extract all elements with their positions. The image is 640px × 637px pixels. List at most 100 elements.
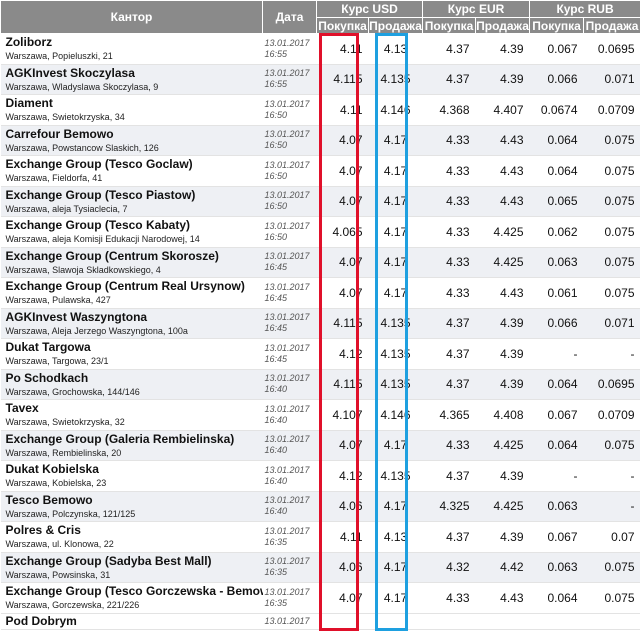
date-value: 13.01.2017 [264,37,310,48]
kantor-name[interactable]: Tavex [5,401,39,416]
table-row[interactable]: Exchange Group (Tesco Piastow) Warszawa, … [0,186,640,217]
kantor-cell: Diament Warszawa, Swietokrzyska, 34 [0,94,263,126]
table-row-partial[interactable]: Pod Dobrym 13.01.2017 [0,613,640,630]
kantor-name[interactable]: Exchange Group (Sadyba Best Mall) [5,553,212,568]
time-value: 16:45 [264,292,288,303]
date-cell: 13.01.2017 16:45 [262,247,317,278]
rub-sell-cell: 0.0709 [583,94,640,126]
kantor-name[interactable]: Pod Dobrym [5,613,77,628]
kantor-name[interactable]: Carrefour Bemowo [5,126,114,141]
kantor-cell: Exchange Group (Galeria Rembielinska) War… [0,430,263,461]
table-row[interactable]: Exchange Group (Tesco Gorczewska - Bemow… [0,582,640,614]
time-value: 16:55 [264,48,288,59]
date-value: 13.01.2017 [264,615,310,626]
kantor-address: Warszawa, Grochowska, 144/146 [5,386,140,397]
kantor-name[interactable]: Exchange Group (Galeria Rembielinska) [5,431,235,446]
kantor-address: Warszawa, Wladyslawa Skoczylasa, 9 [5,81,159,92]
rub-buy-cell: 0.066 [529,64,584,95]
table-row[interactable]: Exchange Group (Centrum Skorosze) Warszaw… [0,247,640,278]
date-value: 13.01.2017 [264,281,310,292]
col-header-kantor[interactable]: Кантор [0,0,263,34]
kantor-address: Warszawa, Popieluszki, 21 [5,51,113,62]
usd-sell-cell: 4.17 [368,247,423,278]
table-row[interactable]: Exchange Group (Sadyba Best Mall) Warszaw… [0,552,640,583]
kantor-address: Warszawa, Slawoja Skladkowskiego, 4 [5,264,161,275]
date-cell: 13.01.2017 16:40 [262,369,317,400]
kantor-cell: Tesco Bemowo Warszawa, Polczynska, 121/12… [0,491,263,522]
table-row[interactable]: Tesco Bemowo Warszawa, Polczynska, 121/12… [0,491,640,522]
table-row[interactable]: Dukat Kobielska Warszawa, Kobielska, 23 13… [0,460,640,492]
kantor-name[interactable]: Polres & Cris [5,523,81,538]
table-row[interactable]: Diament Warszawa, Swietokrzyska, 34 13.01.… [0,94,640,126]
kantor-address: Warszawa, Fieldorfa, 41 [5,173,103,184]
kantor-name[interactable]: AGKInvest Skoczylasa [5,65,135,80]
date-cell: 13.01.2017 16:50 [262,125,317,156]
kantor-address: Warszawa, aleja Tysiaclecia, 7 [5,203,128,214]
usd-sell-cell: 4.17 [368,582,423,614]
kantor-name[interactable]: Dukat Kobielska [5,462,99,477]
kantor-address: Warszawa, Powsinska, 31 [5,569,111,580]
date-value: 13.01.2017 [264,434,310,445]
eur-buy-cell: 4.37 [422,521,476,553]
usd-buy-cell: 4.06 [316,552,369,583]
time-value: 16:50 [264,170,288,181]
kantor-name[interactable]: Exchange Group (Tesco Kabaty) [5,218,190,233]
kantor-name[interactable]: Exchange Group (Tesco Gorczewska - Bemow… [5,584,263,599]
col-header-date[interactable]: Дата [262,0,317,34]
time-value: 16:35 [264,597,288,608]
kantor-name[interactable]: Tesco Bemowo [5,492,93,507]
eur-buy-cell: 4.32 [422,552,476,583]
kantor-cell: Zoliborz Warszawa, Popieluszki, 21 [0,33,263,65]
table-row[interactable]: Po Schodkach Warszawa, Grochowska, 144/14… [0,369,640,400]
kantor-name[interactable]: Exchange Group (Tesco Piastow) [5,187,196,202]
table-row[interactable]: Carrefour Bemowo Warszawa, Powstancow Sla… [0,125,640,156]
table-row[interactable]: Exchange Group (Tesco Goclaw) Warszawa, F… [0,155,640,187]
col-header-usd-buy[interactable]: Покупка [316,17,369,34]
kantor-name[interactable]: Exchange Group (Tesco Goclaw) [5,157,193,172]
date-value: 13.01.2017 [264,251,310,262]
table-row[interactable]: AGKInvest Waszyngtona Warszawa, Aleja Jer… [0,308,640,339]
eur-buy-cell: 4.368 [422,94,476,126]
date-value: 13.01.2017 [264,586,310,597]
usd-buy-cell: 4.11 [316,33,369,65]
time-value: 16:55 [264,79,288,90]
kantor-cell: Pod Dobrym [0,613,263,630]
table-row[interactable]: AGKInvest Skoczylasa Warszawa, Wladyslawa… [0,64,640,95]
col-header-usd-sell[interactable]: Продажа [367,17,424,34]
col-header-rub-sell[interactable]: Продажа [583,17,640,34]
table-row[interactable]: Exchange Group (Galeria Rembielinska) War… [0,430,640,461]
eur-sell-cell: 4.39 [475,33,530,65]
time-value: 16:40 [264,414,288,425]
date-cell: 13.01.2017 16:40 [262,430,317,461]
eur-sell-cell: 4.39 [475,521,530,553]
date-value: 13.01.2017 [264,220,310,231]
eur-sell-cell: 4.43 [475,582,530,614]
table-row[interactable]: Dukat Targowa Warszawa, Targowa, 23/1 13.0… [0,338,640,370]
kantor-name[interactable]: Dukat Targowa [5,340,91,355]
rub-buy-cell: 0.062 [529,216,584,248]
rub-sell-cell: 0.075 [583,430,640,461]
rub-sell-cell: 0.075 [583,155,640,187]
table-row[interactable]: Zoliborz Warszawa, Popieluszki, 21 13.01.2… [0,33,640,65]
kantor-name[interactable]: Exchange Group (Centrum Real Ursynow) [5,279,245,294]
table-row[interactable]: Exchange Group (Centrum Real Ursynow) War… [0,277,640,309]
table-row[interactable]: Polres & Cris Warszawa, ul. Klonowa, 22 13… [0,521,640,553]
usd-buy-cell: 4.12 [316,460,369,492]
col-header-eur-buy[interactable]: Покупка [422,17,477,34]
kantor-name[interactable]: Exchange Group (Centrum Skorosze) [5,248,219,263]
table-row[interactable]: Exchange Group (Tesco Kabaty) Warszawa, a… [0,216,640,248]
kantor-name[interactable]: Zoliborz [5,35,53,50]
eur-buy-cell: 4.37 [422,64,476,95]
kantor-name[interactable]: AGKInvest Waszyngtona [5,309,148,324]
table-row[interactable]: Tavex Warszawa, Swietokrzyska, 32 13.01.20… [0,399,640,431]
col-header-eur-sell[interactable]: Продажа [475,17,531,34]
kantor-name[interactable]: Diament [5,96,53,111]
kantor-address: Warszawa, Pulawska, 427 [5,295,111,306]
col-header-rub-buy[interactable]: Покупка [529,17,585,34]
eur-sell-cell: 4.43 [475,186,530,217]
eur-sell-cell: 4.43 [475,125,530,156]
rub-buy-cell: 0.064 [529,155,584,187]
rub-sell-cell: 0.075 [583,582,640,614]
eur-sell-cell: 4.39 [475,308,530,339]
kantor-name[interactable]: Po Schodkach [5,370,89,385]
